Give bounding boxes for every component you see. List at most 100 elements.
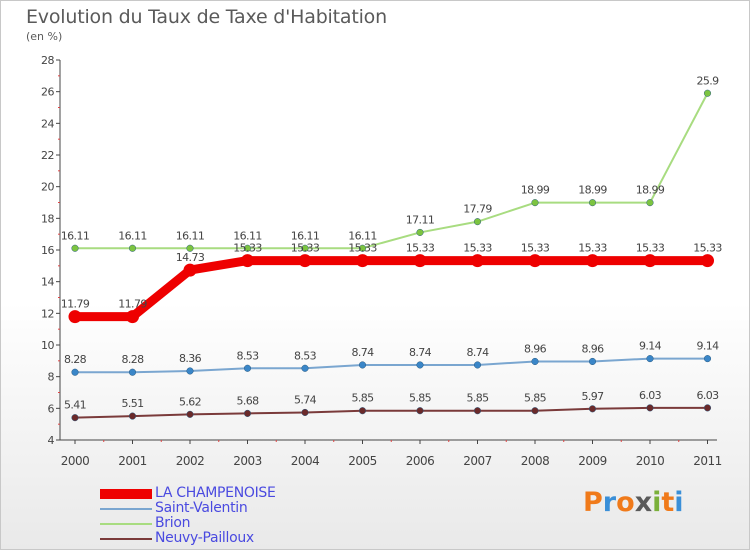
data-point xyxy=(531,199,539,207)
data-label: 25.9 xyxy=(696,74,719,87)
data-point xyxy=(358,244,367,252)
data-label: 5.85 xyxy=(466,392,489,405)
data-label: 5.68 xyxy=(236,394,259,407)
y-tick-label: 8 xyxy=(48,371,55,384)
data-label: 8.96 xyxy=(581,342,604,355)
x-tick-label: 2010 xyxy=(636,454,665,468)
y-tick-label: 12 xyxy=(41,307,54,320)
y-tick-label: 18 xyxy=(41,212,54,225)
data-label: 11.79 xyxy=(61,298,90,311)
data-label: 16.11 xyxy=(291,229,320,242)
data-label: 8.74 xyxy=(409,346,432,359)
data-point xyxy=(413,254,427,268)
data-point xyxy=(588,199,597,207)
data-label: 9.14 xyxy=(696,340,719,353)
data-point xyxy=(646,199,654,207)
data-point xyxy=(701,254,714,268)
data-label: 6.03 xyxy=(696,389,719,402)
data-point xyxy=(243,244,252,252)
x-tick-label: 2000 xyxy=(61,454,90,468)
x-tick-label: 2008 xyxy=(521,454,550,468)
proxiti-logo: Proxiti xyxy=(583,487,684,518)
data-point xyxy=(128,244,137,252)
data-point xyxy=(416,228,424,236)
data-label: 16.11 xyxy=(233,229,262,242)
data-point xyxy=(528,254,542,268)
data-label: 17.79 xyxy=(463,203,492,216)
y-tick-label: 16 xyxy=(41,244,54,257)
series-line xyxy=(74,92,709,250)
data-label: 16.11 xyxy=(61,229,90,242)
data-label: 5.85 xyxy=(351,392,374,405)
data-label: 8.28 xyxy=(121,353,144,366)
legend-swatch xyxy=(100,486,152,501)
data-label: 16.11 xyxy=(348,229,377,242)
data-point xyxy=(356,254,369,268)
series-line xyxy=(74,406,709,419)
y-tick-label: 26 xyxy=(41,86,54,99)
y-tick-label: 20 xyxy=(41,181,54,194)
logo-letter: o xyxy=(616,487,635,518)
data-label: 6.03 xyxy=(639,389,662,402)
data-point xyxy=(703,404,712,412)
data-label: 8.36 xyxy=(179,352,202,365)
data-label: 8.74 xyxy=(351,346,374,359)
data-point xyxy=(531,407,539,415)
data-point xyxy=(128,368,137,376)
legend-swatch xyxy=(100,531,152,546)
data-point xyxy=(128,412,137,420)
y-tick-label: 28 xyxy=(41,54,54,67)
data-label: 5.85 xyxy=(524,392,547,405)
data-label: 5.74 xyxy=(294,393,317,406)
data-point xyxy=(416,407,424,415)
data-label: 5.41 xyxy=(64,399,86,412)
data-label: 8.53 xyxy=(294,349,317,362)
data-label: 5.51 xyxy=(121,397,143,410)
data-point xyxy=(358,407,367,415)
data-point xyxy=(473,407,482,415)
data-point xyxy=(243,409,252,417)
x-tick-label: 2001 xyxy=(118,454,147,468)
data-point xyxy=(241,254,254,268)
data-point xyxy=(646,404,654,412)
data-point xyxy=(586,254,599,268)
data-point xyxy=(416,361,424,369)
data-label: 15.33 xyxy=(636,242,665,255)
data-point xyxy=(186,410,194,418)
data-label: 15.33 xyxy=(463,242,492,255)
data-point xyxy=(126,310,139,324)
legend-label: Saint-Valentin xyxy=(155,500,248,516)
x-tick-label: 2007 xyxy=(463,454,492,468)
data-point xyxy=(531,357,539,366)
data-point xyxy=(301,408,309,417)
data-point xyxy=(301,364,309,372)
legend-label: LA CHAMPENOISE xyxy=(155,485,276,501)
data-label: 11.79 xyxy=(118,298,147,311)
data-label: 14.73 xyxy=(176,251,205,264)
data-label: 17.11 xyxy=(406,213,435,226)
x-tick-label: 2003 xyxy=(233,454,262,468)
data-point xyxy=(71,244,79,252)
y-tick-label: 4 xyxy=(48,434,55,447)
data-point xyxy=(471,254,484,268)
data-label: 8.53 xyxy=(236,349,259,362)
legend-swatch xyxy=(100,516,152,531)
data-label: 8.96 xyxy=(524,342,547,355)
data-point xyxy=(703,89,712,97)
data-point xyxy=(186,367,194,375)
data-point xyxy=(473,361,482,369)
data-point xyxy=(643,254,657,268)
data-point xyxy=(68,310,82,324)
x-tick-label: 2002 xyxy=(176,454,205,468)
legend-label: Brion xyxy=(155,515,191,531)
data-label: 15.33 xyxy=(521,242,550,255)
chart-title: Evolution du Taux de Taxe d'Habitation xyxy=(26,6,387,28)
x-tick-label: 2006 xyxy=(406,454,435,468)
legend-swatch xyxy=(100,501,152,516)
y-tick-label: 22 xyxy=(41,149,54,162)
data-point xyxy=(71,414,79,422)
logo-letter: i xyxy=(674,487,684,518)
series-line xyxy=(74,357,709,374)
logo-letter: i xyxy=(652,487,662,518)
